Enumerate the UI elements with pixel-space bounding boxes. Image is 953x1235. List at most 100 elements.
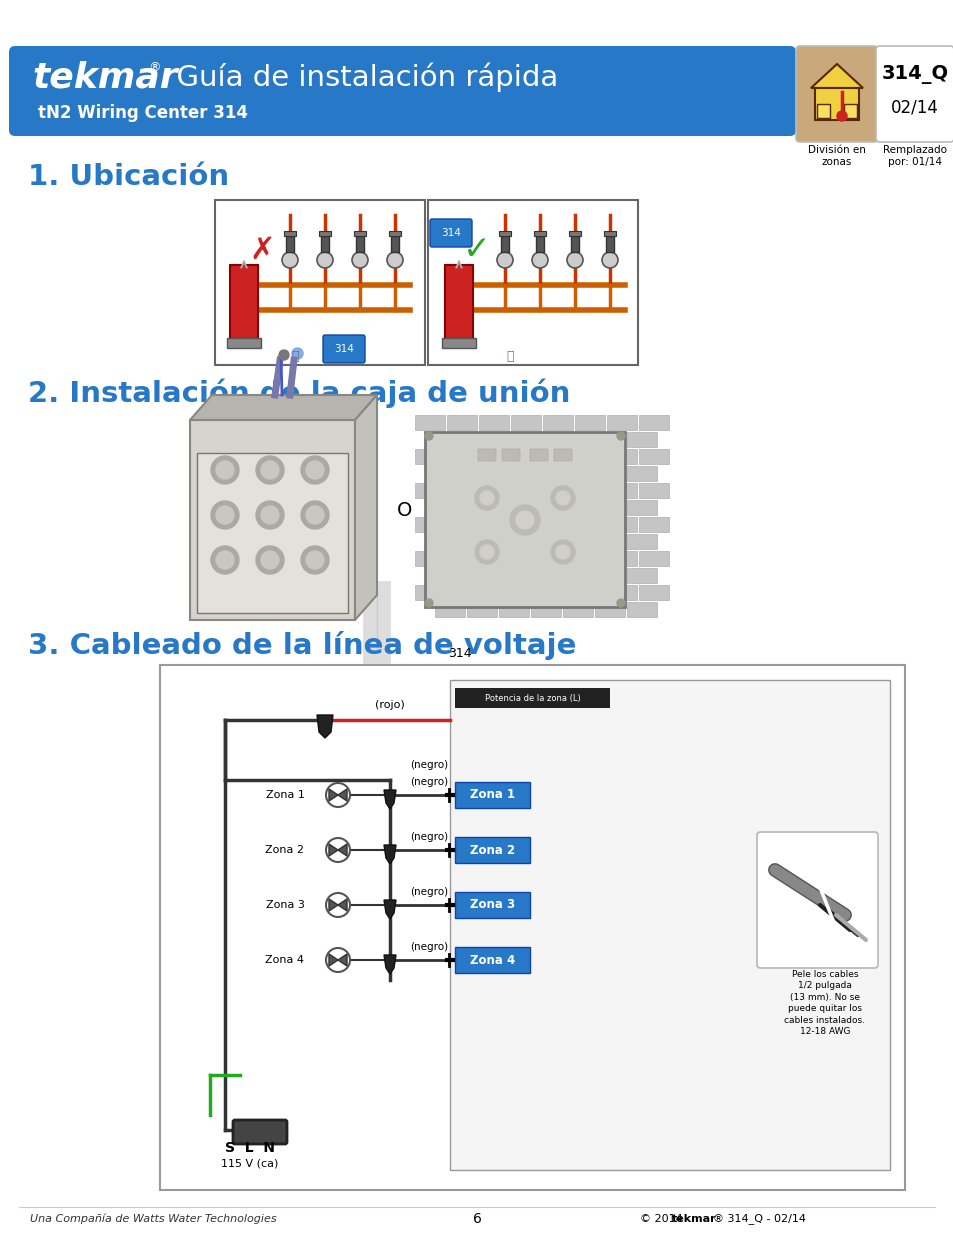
FancyBboxPatch shape xyxy=(531,432,560,447)
Circle shape xyxy=(617,432,624,440)
FancyBboxPatch shape xyxy=(595,568,624,583)
Text: 3. Cableado de la línea de voltaje: 3. Cableado de la línea de voltaje xyxy=(28,631,576,659)
FancyBboxPatch shape xyxy=(542,483,573,498)
FancyBboxPatch shape xyxy=(415,551,444,566)
Text: Remplazado
por: 01/14: Remplazado por: 01/14 xyxy=(882,144,946,168)
Text: 1. Ubicación: 1. Ubicación xyxy=(28,163,229,191)
FancyBboxPatch shape xyxy=(447,483,476,498)
FancyBboxPatch shape xyxy=(639,483,668,498)
FancyBboxPatch shape xyxy=(444,266,473,340)
FancyBboxPatch shape xyxy=(467,466,497,480)
FancyBboxPatch shape xyxy=(389,231,400,236)
Circle shape xyxy=(532,252,547,268)
FancyBboxPatch shape xyxy=(575,585,604,600)
FancyBboxPatch shape xyxy=(531,466,560,480)
FancyBboxPatch shape xyxy=(355,236,364,252)
Text: Zona 3: Zona 3 xyxy=(470,899,515,911)
Text: Zona 1: Zona 1 xyxy=(470,788,515,802)
Circle shape xyxy=(306,506,324,524)
Circle shape xyxy=(424,599,433,606)
FancyBboxPatch shape xyxy=(603,231,616,236)
Text: ®: ® xyxy=(148,62,160,74)
Text: 314: 314 xyxy=(334,345,354,354)
Circle shape xyxy=(479,545,494,559)
Polygon shape xyxy=(329,899,347,911)
FancyBboxPatch shape xyxy=(455,947,530,973)
Circle shape xyxy=(301,456,329,484)
FancyBboxPatch shape xyxy=(467,601,497,618)
Circle shape xyxy=(316,252,333,268)
FancyBboxPatch shape xyxy=(606,551,637,566)
Circle shape xyxy=(566,252,582,268)
Text: División en
zonas: División en zonas xyxy=(807,144,865,168)
Circle shape xyxy=(261,551,278,569)
FancyBboxPatch shape xyxy=(595,466,624,480)
Text: (negro): (negro) xyxy=(410,887,448,897)
FancyBboxPatch shape xyxy=(626,534,657,550)
Text: © 2014: © 2014 xyxy=(639,1214,685,1224)
FancyBboxPatch shape xyxy=(606,517,637,532)
Circle shape xyxy=(261,506,278,524)
FancyBboxPatch shape xyxy=(595,601,624,618)
Circle shape xyxy=(278,350,289,359)
FancyBboxPatch shape xyxy=(511,551,540,566)
Text: Zona 1: Zona 1 xyxy=(265,790,304,800)
FancyBboxPatch shape xyxy=(511,483,540,498)
FancyBboxPatch shape xyxy=(562,500,593,515)
FancyBboxPatch shape xyxy=(478,585,509,600)
FancyBboxPatch shape xyxy=(575,483,604,498)
FancyBboxPatch shape xyxy=(498,601,529,618)
FancyBboxPatch shape xyxy=(606,483,637,498)
FancyBboxPatch shape xyxy=(606,450,637,464)
FancyBboxPatch shape xyxy=(575,517,604,532)
FancyBboxPatch shape xyxy=(595,432,624,447)
Polygon shape xyxy=(384,790,395,809)
FancyBboxPatch shape xyxy=(196,453,348,613)
FancyBboxPatch shape xyxy=(160,664,904,1191)
Circle shape xyxy=(301,546,329,574)
FancyBboxPatch shape xyxy=(320,236,329,252)
Text: 314: 314 xyxy=(448,647,472,659)
FancyBboxPatch shape xyxy=(498,534,529,550)
Circle shape xyxy=(301,501,329,529)
Circle shape xyxy=(211,456,239,484)
Circle shape xyxy=(255,456,284,484)
Polygon shape xyxy=(355,395,376,620)
FancyBboxPatch shape xyxy=(415,585,444,600)
FancyBboxPatch shape xyxy=(415,517,444,532)
FancyBboxPatch shape xyxy=(639,551,668,566)
FancyBboxPatch shape xyxy=(455,837,530,863)
FancyBboxPatch shape xyxy=(428,200,638,366)
Circle shape xyxy=(215,461,233,479)
FancyBboxPatch shape xyxy=(435,500,464,515)
Circle shape xyxy=(326,783,350,806)
Circle shape xyxy=(556,545,569,559)
Polygon shape xyxy=(384,845,395,864)
FancyBboxPatch shape xyxy=(284,231,295,236)
Circle shape xyxy=(215,506,233,524)
FancyBboxPatch shape xyxy=(286,236,294,252)
FancyBboxPatch shape xyxy=(511,450,540,464)
Text: 2. Instalación de la caja de unión: 2. Instalación de la caja de unión xyxy=(28,378,570,408)
FancyBboxPatch shape xyxy=(478,450,509,464)
Polygon shape xyxy=(814,88,858,120)
FancyBboxPatch shape xyxy=(626,568,657,583)
Text: O: O xyxy=(396,500,413,520)
Circle shape xyxy=(475,540,498,564)
FancyBboxPatch shape xyxy=(455,688,609,708)
FancyBboxPatch shape xyxy=(626,432,657,447)
FancyBboxPatch shape xyxy=(415,483,444,498)
Circle shape xyxy=(261,461,278,479)
FancyBboxPatch shape xyxy=(606,585,637,600)
FancyBboxPatch shape xyxy=(467,568,497,583)
FancyBboxPatch shape xyxy=(843,104,856,119)
FancyBboxPatch shape xyxy=(391,236,398,252)
FancyBboxPatch shape xyxy=(639,517,668,532)
FancyBboxPatch shape xyxy=(498,432,529,447)
Text: Zona 2: Zona 2 xyxy=(470,844,515,857)
Text: (negro): (negro) xyxy=(410,760,448,769)
Polygon shape xyxy=(384,900,395,919)
FancyBboxPatch shape xyxy=(757,832,877,968)
Polygon shape xyxy=(316,715,333,739)
Polygon shape xyxy=(190,395,376,420)
